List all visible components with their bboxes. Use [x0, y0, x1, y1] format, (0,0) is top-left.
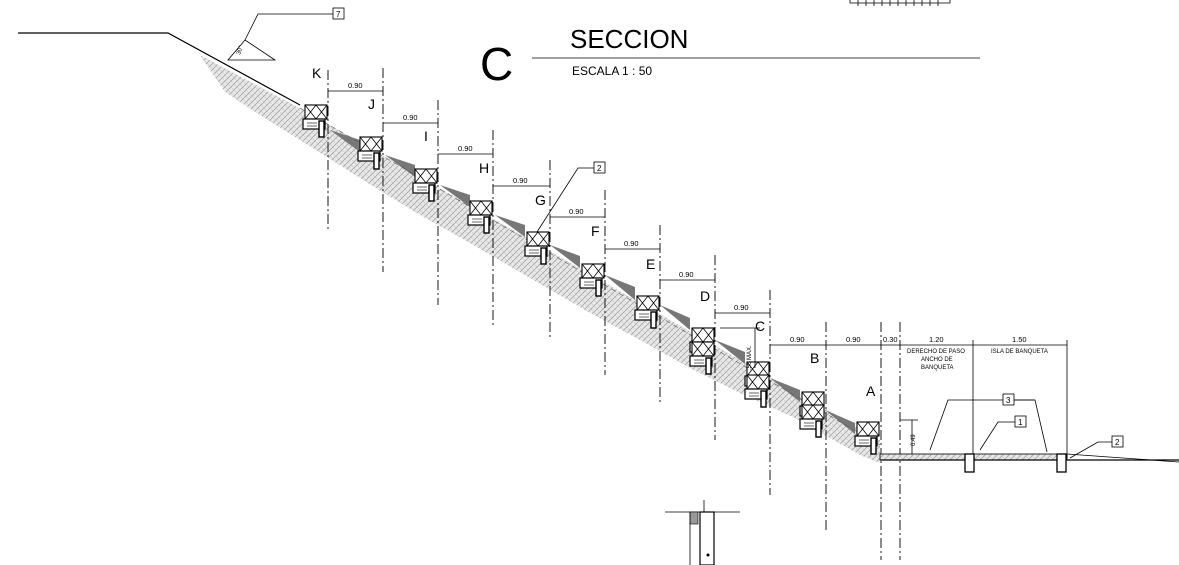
- slope-soil-mass: [200, 55, 880, 463]
- dim-f-e: 0.90: [624, 239, 639, 248]
- bottom-detail: [665, 500, 740, 565]
- dim-setback: 0.30: [883, 335, 898, 344]
- callout-2-mid-text: 2: [597, 164, 602, 173]
- dim-i-h: 0.90: [458, 144, 473, 153]
- callout-2-right-text: 2: [1115, 438, 1120, 447]
- step-label-e: E: [646, 256, 655, 272]
- dim-island: 1.50: [1012, 335, 1027, 344]
- step-label-f: F: [591, 223, 600, 239]
- step-label-g: G: [535, 192, 546, 208]
- natural-terrain-line: [18, 32, 301, 106]
- dim-j-i: 0.90: [403, 113, 418, 122]
- label-sidewalk-island: ISLA DE BANQUETA: [991, 349, 1048, 355]
- height-a-text: 0.49: [911, 434, 917, 446]
- slope-angle-text: 30°: [236, 45, 245, 56]
- step-label-b: B: [810, 350, 819, 366]
- callout-7-text: 7: [336, 10, 341, 19]
- dim-h-g: 0.90: [513, 176, 528, 185]
- step-label-h: H: [479, 160, 489, 176]
- step-label-i: I: [424, 128, 428, 144]
- step-label-c: C: [755, 318, 765, 334]
- height-a-dimension: 0.49: [900, 419, 918, 456]
- step-label-k: K: [312, 65, 322, 81]
- dim-k-j: 0.90: [348, 81, 363, 90]
- step-label-j: J: [368, 96, 375, 112]
- axis-lines: [327, 68, 882, 560]
- label-right-of-way: DERECHO DE PASO: [907, 349, 965, 355]
- street-dimensions: 0.30 1.20 1.50 DERECHO DE PASO ANCHO DE …: [881, 322, 1068, 560]
- step-label-a: A: [866, 383, 876, 399]
- sidewalk-section: [879, 453, 1179, 473]
- step-label-d: D: [700, 288, 710, 304]
- dim-c-b: 0.90: [790, 335, 805, 344]
- max-height-text: .50 MAX.: [747, 345, 753, 370]
- step-dimensions: [328, 90, 881, 346]
- callout-3-text: 3: [1006, 396, 1011, 405]
- section-title: SECCION: [570, 24, 688, 54]
- section-scale: ESCALA 1 : 50: [572, 64, 652, 78]
- dim-e-d: 0.90: [679, 270, 694, 279]
- max-height-dimension: .50 MAX.: [720, 327, 760, 370]
- dim-d-c: 0.90: [734, 303, 749, 312]
- slope-angle-callout: 7 30°: [227, 7, 345, 61]
- top-right-fragment: [849, 0, 951, 6]
- label-sidewalk-width-1: ANCHO DE: [921, 357, 953, 363]
- section-letter: C: [480, 38, 513, 90]
- dim-b-a: 0.90: [846, 335, 861, 344]
- dim-g-f: 0.90: [569, 207, 584, 216]
- callout-leaders: 3 1 2 2: [536, 161, 1124, 459]
- dim-sidewalk: 1.20: [929, 335, 944, 344]
- label-sidewalk-width-2: BANQUETA: [921, 365, 954, 371]
- callout-1-text: 1: [1018, 418, 1023, 427]
